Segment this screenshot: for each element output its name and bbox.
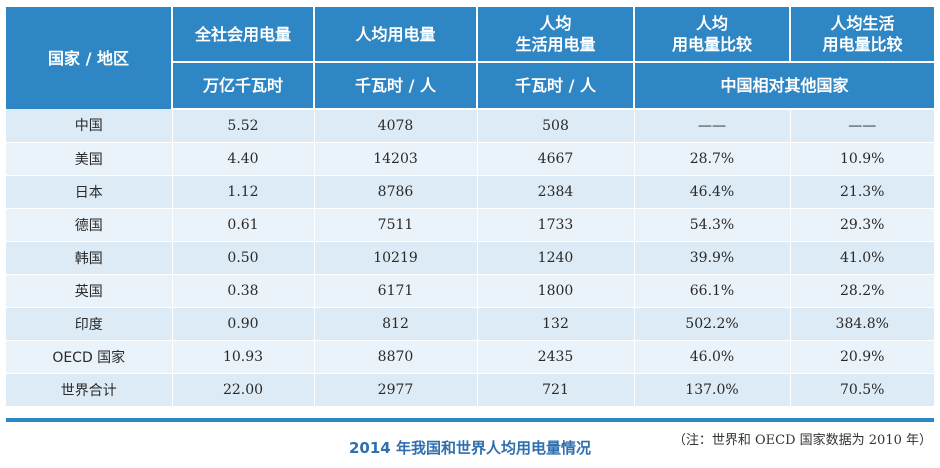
cell-ratio-per-capita: 46.4% [634, 175, 791, 209]
header-region: 国家 / 地区 [6, 7, 173, 109]
cell-region: 德国 [6, 208, 173, 242]
table-caption: 2014 年我国和世界人均用电量情况 [349, 439, 591, 457]
unit-residential: 千瓦时 / 人 [477, 62, 635, 110]
cell-ratio-residential: 10.9% [790, 142, 934, 176]
cell-ratio-residential: 29.3% [790, 208, 934, 242]
cell-residential: 2435 [477, 340, 635, 374]
cell-per-capita: 14203 [314, 142, 478, 176]
table-row: 日本 1.12 8786 2384 46.4% 21.3% [6, 175, 934, 209]
cell-ratio-residential: 20.9% [790, 340, 934, 374]
cell-total: 0.38 [172, 274, 315, 308]
cell-ratio-residential: 28.2% [790, 274, 934, 308]
cell-ratio-residential: 21.3% [790, 175, 934, 209]
table-row: 德国 0.61 7511 1733 54.3% 29.3% [6, 208, 934, 242]
cell-residential: 1240 [477, 241, 635, 275]
cell-ratio-residential: 384.8% [790, 307, 934, 341]
cell-ratio-per-capita: —— [634, 109, 791, 143]
cell-total: 4.40 [172, 142, 315, 176]
cell-ratio-residential: 41.0% [790, 241, 934, 275]
cell-residential: 1733 [477, 208, 635, 242]
table-row: 中国 5.52 4078 508 —— —— [6, 109, 934, 143]
electricity-table: 国家 / 地区 全社会用电量 人均用电量 人均 生活用电量 人均 用电量比较 人均生… [6, 7, 934, 407]
cell-region: OECD 国家 [6, 340, 173, 374]
cell-per-capita: 10219 [314, 241, 478, 275]
header-total-consumption: 全社会用电量 [172, 7, 315, 63]
table-row: 世界合计 22.00 2977 721 137.0% 70.5% [6, 373, 934, 407]
unit-comparison: 中国相对其他国家 [634, 62, 934, 110]
electricity-table-container: 国家 / 地区 全社会用电量 人均用电量 人均 生活用电量 人均 用电量比较 人均生… [6, 7, 934, 407]
table-row: OECD 国家 10.93 8870 2435 46.0% 20.9% [6, 340, 934, 374]
cell-residential: 1800 [477, 274, 635, 308]
cell-region: 英国 [6, 274, 173, 308]
cell-residential: 721 [477, 373, 635, 407]
unit-per-capita: 千瓦时 / 人 [314, 62, 478, 110]
table-row: 印度 0.90 812 132 502.2% 384.8% [6, 307, 934, 341]
cell-total: 5.52 [172, 109, 315, 143]
cell-per-capita: 8786 [314, 175, 478, 209]
cell-total: 22.00 [172, 373, 315, 407]
cell-region: 韩国 [6, 241, 173, 275]
cell-region: 世界合计 [6, 373, 173, 407]
header-per-capita: 人均用电量 [314, 7, 478, 63]
header-per-capita-comparison: 人均 用电量比较 [634, 7, 791, 63]
cell-per-capita: 7511 [314, 208, 478, 242]
table-bottom-rule [6, 418, 934, 422]
cell-total: 0.50 [172, 241, 315, 275]
cell-region: 日本 [6, 175, 173, 209]
table-row: 英国 0.38 6171 1800 66.1% 28.2% [6, 274, 934, 308]
cell-per-capita: 6171 [314, 274, 478, 308]
unit-total: 万亿千瓦时 [172, 62, 315, 110]
cell-ratio-per-capita: 502.2% [634, 307, 791, 341]
cell-total: 1.12 [172, 175, 315, 209]
cell-per-capita: 2977 [314, 373, 478, 407]
cell-region: 美国 [6, 142, 173, 176]
table-row: 美国 4.40 14203 4667 28.7% 10.9% [6, 142, 934, 176]
cell-total: 0.61 [172, 208, 315, 242]
cell-ratio-per-capita: 39.9% [634, 241, 791, 275]
table-row: 韩国 0.50 10219 1240 39.9% 41.0% [6, 241, 934, 275]
cell-per-capita: 812 [314, 307, 478, 341]
table-header: 国家 / 地区 全社会用电量 人均用电量 人均 生活用电量 人均 用电量比较 人均生… [6, 7, 934, 110]
cell-total: 10.93 [172, 340, 315, 374]
cell-residential: 4667 [477, 142, 635, 176]
cell-per-capita: 8870 [314, 340, 478, 374]
cell-ratio-per-capita: 28.7% [634, 142, 791, 176]
cell-ratio-residential: 70.5% [790, 373, 934, 407]
cell-residential: 132 [477, 307, 635, 341]
cell-region: 中国 [6, 109, 173, 143]
cell-total: 0.90 [172, 307, 315, 341]
header-per-capita-residential: 人均 生活用电量 [477, 7, 635, 63]
cell-ratio-per-capita: 137.0% [634, 373, 791, 407]
cell-ratio-per-capita: 46.0% [634, 340, 791, 374]
cell-region: 印度 [6, 307, 173, 341]
cell-residential: 508 [477, 109, 635, 143]
cell-ratio-per-capita: 54.3% [634, 208, 791, 242]
cell-ratio-residential: —— [790, 109, 934, 143]
table-note: （注：世界和 OECD 国家数据为 2010 年） [672, 433, 932, 448]
cell-per-capita: 4078 [314, 109, 478, 143]
table-body: 中国 5.52 4078 508 —— —— 美国 4.40 14203 4667 28.7% 10.… [6, 109, 934, 407]
cell-ratio-per-capita: 66.1% [634, 274, 791, 308]
header-residential-comparison: 人均生活 用电量比较 [790, 7, 934, 63]
cell-residential: 2384 [477, 175, 635, 209]
